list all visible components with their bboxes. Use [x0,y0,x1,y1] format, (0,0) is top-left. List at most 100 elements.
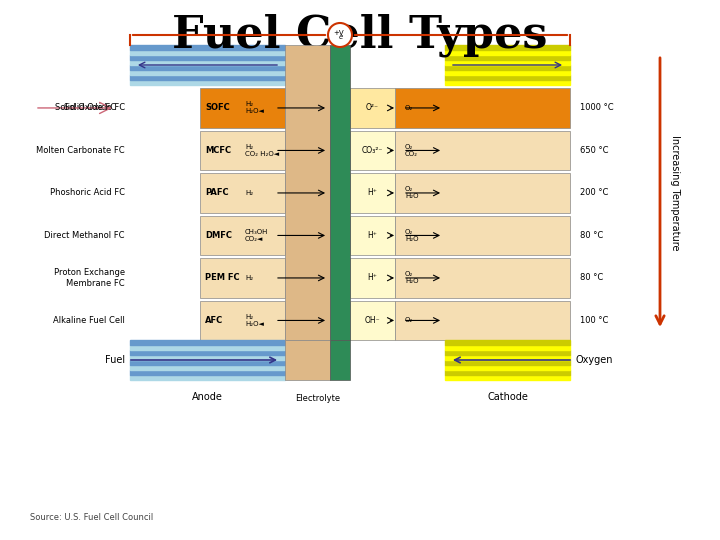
Bar [395,301,570,340]
Text: 650 °C: 650 °C [580,146,608,155]
Bar [445,355,570,360]
Bar [130,65,285,70]
Bar [285,45,330,340]
Bar [350,301,395,340]
Text: SOFC: SOFC [205,104,230,112]
Bar [130,70,285,75]
Text: O₂
H₂O: O₂ H₂O [405,229,418,242]
Text: PAFC: PAFC [205,188,229,198]
Circle shape [328,23,352,47]
Bar [445,45,570,50]
Text: H₂
H₂O◄: H₂ H₂O◄ [245,314,264,327]
Text: Source: U.S. Fuel Cell Council: Source: U.S. Fuel Cell Council [30,513,153,522]
Bar [445,55,570,60]
Text: Direct Methanol FC: Direct Methanol FC [45,231,125,240]
Bar [130,375,285,380]
Text: H₂
H₂O◄: H₂ H₂O◄ [245,102,264,114]
Bar [200,173,285,213]
Bar [445,360,570,365]
Text: H₂: H₂ [245,275,253,281]
Bar [130,365,285,370]
Bar [130,345,285,350]
Text: H₂: H₂ [245,190,253,196]
Bar [130,350,285,355]
Text: Solid Oxide FC: Solid Oxide FC [55,104,116,112]
Text: OH⁻: OH⁻ [365,316,380,325]
Text: 80 °C: 80 °C [580,273,603,282]
Text: 200 °C: 200 °C [580,188,608,198]
Bar [445,65,570,70]
Bar [445,350,570,355]
FancyArrowPatch shape [37,103,111,113]
Text: 100 °C: 100 °C [580,316,608,325]
Text: O₂
CO₂: O₂ CO₂ [405,144,418,157]
Text: e: e [339,34,343,40]
Bar [445,370,570,375]
Bar [395,131,570,170]
Text: Alkaline Fuel Cell: Alkaline Fuel Cell [53,316,125,325]
Bar [130,60,285,65]
Bar [130,75,285,80]
Text: Oxygen: Oxygen [575,355,613,365]
Text: Fuel Cell Types: Fuel Cell Types [172,14,548,57]
Text: O²⁻: O²⁻ [366,104,379,112]
Bar [130,50,285,55]
Bar [395,173,570,213]
Text: Solid Oxide FC: Solid Oxide FC [64,104,125,112]
Bar [445,50,570,55]
Text: MCFC: MCFC [205,146,231,155]
Text: 80 °C: 80 °C [580,231,603,240]
Bar [130,45,285,50]
Bar [445,375,570,380]
Bar [445,365,570,370]
Text: Phoshoric Acid FC: Phoshoric Acid FC [50,188,125,198]
Text: Increasing Temperature: Increasing Temperature [670,135,680,250]
Text: O₂
H₂O: O₂ H₂O [405,272,418,285]
Text: Molten Carbonate FC: Molten Carbonate FC [37,146,125,155]
Text: O₂: O₂ [405,318,413,323]
Bar [350,259,395,298]
Bar [445,345,570,350]
Bar [200,131,285,170]
Bar [130,340,285,345]
Bar [330,45,350,340]
Text: Cathode: Cathode [487,392,528,402]
Bar [350,89,395,127]
Bar [200,259,285,298]
Text: O₂
H₂O: O₂ H₂O [405,186,418,199]
Text: H⁺: H⁺ [368,231,377,240]
Bar [130,370,285,375]
Text: H₂
CO₂ H₂O◄: H₂ CO₂ H₂O◄ [245,144,279,157]
Bar [445,70,570,75]
Text: DMFC: DMFC [205,231,232,240]
Bar [395,259,570,298]
Bar [350,216,395,255]
Text: CH₃OH
CO₂◄: CH₃OH CO₂◄ [245,229,269,242]
Bar [350,131,395,170]
Bar [200,301,285,340]
Text: O₂: O₂ [405,105,413,111]
Bar [395,89,570,127]
Text: H⁺: H⁺ [368,188,377,198]
Bar [130,55,285,60]
Text: +V: +V [333,30,344,36]
Bar [200,216,285,255]
Bar [130,360,285,365]
Text: Fuel: Fuel [105,355,125,365]
Bar [130,355,285,360]
Text: AFC: AFC [205,316,223,325]
Bar [445,75,570,80]
Text: Anode: Anode [192,392,223,402]
Text: Proton Exchange
Membrane FC: Proton Exchange Membrane FC [54,268,125,288]
Text: H⁺: H⁺ [368,273,377,282]
Text: CO₃²⁻: CO₃²⁻ [362,146,383,155]
Bar [445,340,570,345]
Bar [395,216,570,255]
Bar [200,89,285,127]
Bar [350,173,395,213]
Bar [285,340,330,380]
Bar [130,80,285,85]
Text: Electrolyte: Electrolyte [295,394,340,403]
Text: PEM FC: PEM FC [205,273,240,282]
Bar [445,60,570,65]
